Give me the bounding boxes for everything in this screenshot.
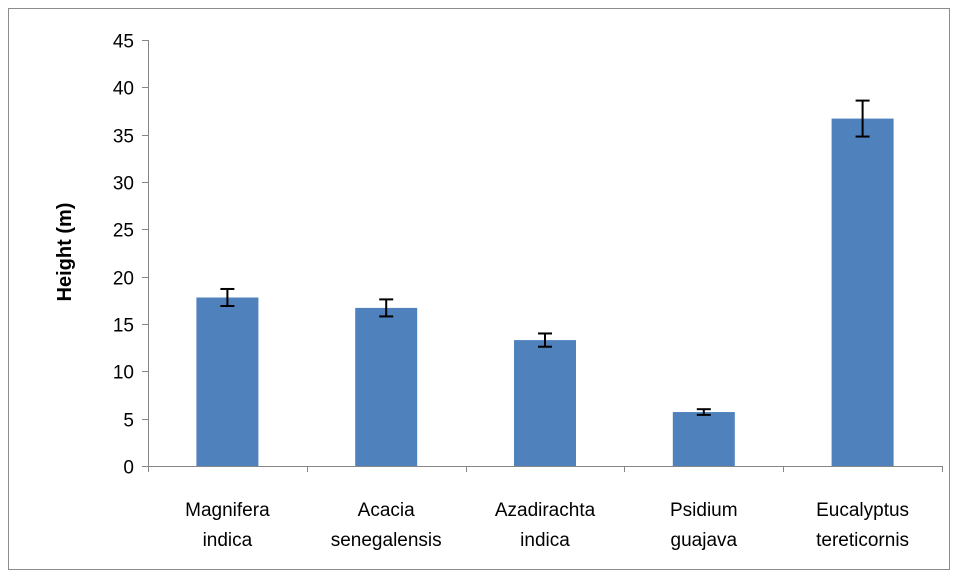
x-category-label: guajava (671, 530, 738, 551)
bar (196, 297, 259, 466)
y-tick-label: 35 (113, 127, 134, 148)
x-category-label: tereticornis (816, 530, 909, 551)
plot-area: 0 5 10 15 20 25 30 35 40 45 Magnifera indica Acacia s… (113, 32, 943, 551)
x-category-label: Azadirachta (495, 500, 596, 521)
y-tick-label: 45 (113, 32, 134, 53)
x-category-label: indica (520, 530, 570, 551)
y-tick-label: 15 (113, 316, 134, 337)
y-tick-label: 5 (123, 411, 134, 432)
x-category-label: Psidium (670, 500, 738, 521)
bar (355, 307, 418, 466)
x-category-label: Acacia (358, 500, 415, 521)
y-tick-label: 20 (113, 269, 134, 290)
y-tick-label: 25 (113, 221, 134, 242)
x-category-label: senegalensis (331, 530, 442, 551)
y-axis-title: Height (m) (54, 203, 76, 302)
y-tick-label: 0 (123, 458, 134, 479)
chart-border (8, 8, 950, 570)
x-category-label: indica (203, 530, 253, 551)
bar (672, 412, 735, 466)
bar (514, 340, 576, 466)
x-category-label: Magnifera (185, 500, 270, 521)
bar (831, 118, 894, 466)
y-tick-label: 30 (113, 174, 134, 195)
y-tick-label: 40 (113, 79, 134, 100)
y-tick-label: 10 (113, 363, 134, 384)
x-category-label: Eucalyptus (816, 500, 909, 521)
